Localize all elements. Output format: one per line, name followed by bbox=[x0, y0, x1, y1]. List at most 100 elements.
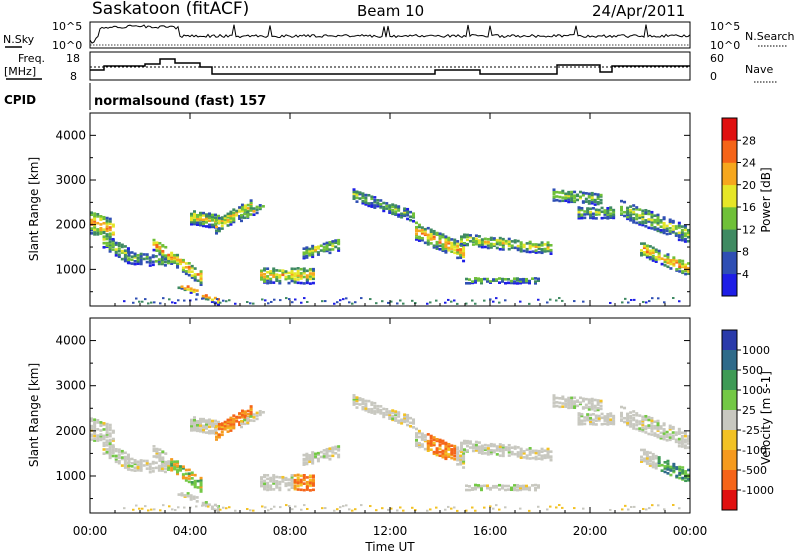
echo-cell bbox=[255, 417, 259, 421]
echo-cell bbox=[681, 264, 685, 268]
echo-cell bbox=[220, 224, 224, 228]
echo-cell bbox=[507, 242, 511, 246]
echo-cell bbox=[178, 262, 182, 266]
echo-cell bbox=[558, 401, 562, 405]
echo-cell bbox=[438, 237, 442, 240]
echo-cell bbox=[612, 210, 616, 214]
echo-cell bbox=[683, 224, 687, 228]
echo-cell bbox=[648, 257, 652, 261]
echo-cell bbox=[577, 216, 581, 220]
echo-cell bbox=[687, 268, 691, 272]
echo-cell bbox=[587, 202, 591, 205]
ground-scatter-cell bbox=[582, 507, 585, 510]
echo-cell bbox=[459, 460, 463, 464]
echo-cell bbox=[426, 441, 430, 445]
echo-cell bbox=[687, 267, 691, 270]
echo-cell bbox=[599, 407, 603, 411]
echo-cell bbox=[127, 251, 131, 255]
echo-cell bbox=[226, 220, 230, 224]
echo-cell bbox=[590, 198, 594, 202]
ground-scatter-cell bbox=[390, 300, 393, 303]
echo-cell bbox=[647, 220, 651, 223]
echo-cell bbox=[626, 206, 630, 210]
echo-cell bbox=[161, 244, 165, 247]
echo-cell bbox=[220, 221, 224, 225]
echo-cell bbox=[471, 487, 474, 490]
ground-scatter-cell bbox=[132, 508, 135, 511]
ground-scatter-cell bbox=[123, 300, 126, 303]
echo-cell bbox=[328, 447, 332, 450]
echo-cell bbox=[226, 218, 230, 222]
echo-cell bbox=[114, 448, 118, 451]
echo-cell bbox=[606, 213, 610, 216]
echo-cell bbox=[612, 421, 616, 424]
echo-cell bbox=[456, 246, 460, 249]
echo-cell bbox=[498, 483, 501, 487]
echo-cell bbox=[166, 261, 170, 265]
colorbar-swatch bbox=[722, 184, 737, 208]
echo-cell bbox=[199, 222, 202, 225]
echo-cell bbox=[376, 410, 380, 414]
echo-cell bbox=[683, 226, 687, 229]
echo-cell bbox=[164, 464, 168, 468]
echo-cell bbox=[305, 476, 309, 479]
ground-scatter-cell bbox=[411, 299, 414, 302]
echo-cell bbox=[196, 423, 199, 427]
echo-cell bbox=[672, 470, 676, 474]
ground-scatter-cell bbox=[573, 300, 576, 303]
echo-cell bbox=[120, 457, 124, 461]
echo-cell bbox=[139, 461, 143, 464]
echo-cell bbox=[93, 432, 97, 435]
echo-cell bbox=[558, 199, 562, 203]
echo-cell bbox=[334, 451, 338, 455]
echo-cell bbox=[638, 427, 642, 430]
echo-cell bbox=[650, 424, 654, 428]
echo-cell bbox=[352, 195, 356, 198]
echo-cell bbox=[620, 418, 623, 421]
echo-cell bbox=[415, 433, 418, 437]
echo-cell bbox=[647, 218, 651, 221]
echo-cell bbox=[263, 473, 267, 477]
echo-cell bbox=[665, 224, 669, 228]
echo-cell bbox=[447, 453, 451, 456]
echo-cell bbox=[423, 232, 427, 235]
echo-cell bbox=[108, 250, 112, 253]
echo-cell bbox=[415, 438, 418, 442]
echo-cell bbox=[215, 435, 218, 439]
echo-cell bbox=[468, 281, 471, 285]
ground-scatter-cell bbox=[354, 301, 357, 304]
echo-cell bbox=[176, 266, 180, 269]
sky-search-panel: N.Sky 10^5 10^0 N.Search 10^5 10^0 bbox=[3, 20, 795, 52]
echo-cell bbox=[593, 192, 597, 196]
ground-scatter-cell bbox=[336, 508, 339, 511]
echo-cell bbox=[108, 220, 112, 223]
echo-cell bbox=[671, 431, 675, 434]
echo-cell bbox=[570, 194, 574, 198]
echo-cell bbox=[229, 426, 233, 430]
echo-cell bbox=[170, 257, 174, 261]
echo-cell bbox=[127, 464, 131, 468]
ground-scatter-cell bbox=[492, 300, 495, 303]
ground-scatter-cell bbox=[222, 299, 225, 302]
echo-cell bbox=[361, 407, 365, 411]
echo-cell bbox=[671, 225, 675, 228]
echo-cell bbox=[534, 488, 537, 492]
velocity-colorbar-label: Velocity [m s-1] bbox=[759, 371, 773, 465]
echo-cell bbox=[325, 447, 329, 451]
echo-cell bbox=[105, 241, 109, 245]
echo-cell bbox=[210, 507, 214, 510]
echo-cell bbox=[90, 427, 93, 430]
echo-cell bbox=[311, 269, 315, 272]
echo-cell bbox=[453, 241, 457, 244]
echo-cell bbox=[453, 245, 457, 249]
echo-cell bbox=[114, 254, 118, 257]
ground-scatter-cell bbox=[360, 504, 363, 507]
echo-cell bbox=[290, 477, 294, 481]
echo-cell bbox=[441, 247, 445, 251]
echo-cell bbox=[328, 243, 332, 246]
echo-cell bbox=[173, 260, 177, 263]
echo-cell bbox=[210, 298, 214, 302]
nsky-trace bbox=[89, 24, 691, 44]
echo-cell bbox=[190, 264, 194, 268]
echo-cell bbox=[641, 423, 645, 427]
